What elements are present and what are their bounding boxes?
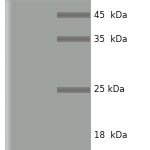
Text: 35  kDa: 35 kDa: [94, 34, 128, 43]
Text: 18  kDa: 18 kDa: [94, 130, 128, 140]
Text: 25 kDa: 25 kDa: [94, 85, 125, 94]
Bar: [4, 0, 90, 150]
Text: 45  kDa: 45 kDa: [94, 11, 128, 20]
